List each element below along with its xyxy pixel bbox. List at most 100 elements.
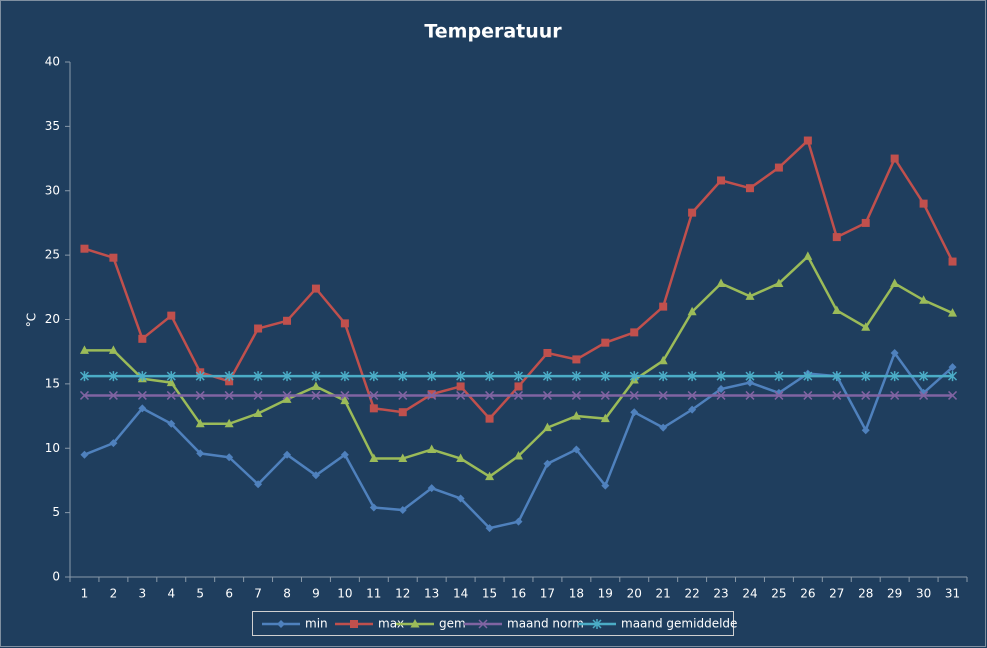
data-point xyxy=(224,418,234,428)
data-point xyxy=(456,382,465,391)
data-point xyxy=(427,484,436,493)
data-point xyxy=(369,404,378,413)
data-point xyxy=(427,390,436,399)
y-axis-label: °C xyxy=(25,313,39,327)
data-point xyxy=(369,453,379,463)
data-point xyxy=(456,453,466,463)
data-point xyxy=(716,390,726,400)
data-point xyxy=(253,408,263,417)
data-point xyxy=(224,390,234,400)
data-point xyxy=(688,405,697,414)
x-tick-label: 2 xyxy=(110,587,118,601)
data-point xyxy=(803,136,812,145)
data-point xyxy=(658,390,668,400)
data-point xyxy=(166,377,176,387)
data-point xyxy=(79,345,89,354)
x-tick-label: 26 xyxy=(800,587,815,601)
data-point xyxy=(659,423,668,432)
data-point xyxy=(745,371,755,382)
data-point xyxy=(254,480,263,489)
chart-title: Temperatuur xyxy=(424,21,562,43)
data-point xyxy=(630,408,639,417)
data-point xyxy=(919,390,929,400)
data-point xyxy=(745,378,754,387)
data-point xyxy=(687,371,697,382)
data-point xyxy=(658,355,668,365)
data-point xyxy=(167,311,176,320)
data-point xyxy=(919,295,929,304)
x-tick-label: 1 xyxy=(81,587,89,601)
data-point xyxy=(80,244,89,253)
data-point xyxy=(80,450,89,459)
data-point xyxy=(716,278,726,287)
y-tick-label: 30 xyxy=(45,183,60,197)
data-point xyxy=(196,449,205,458)
data-point xyxy=(542,371,552,382)
legend-label: maand norm xyxy=(507,617,584,631)
data-point xyxy=(398,390,408,400)
x-tick-label: 18 xyxy=(569,587,584,601)
data-point xyxy=(253,390,263,400)
data-point xyxy=(717,385,726,394)
legend-marker xyxy=(478,619,488,629)
data-point xyxy=(629,390,639,400)
data-point xyxy=(369,371,379,382)
data-point xyxy=(658,371,668,382)
data-point xyxy=(890,371,900,382)
data-point xyxy=(600,413,610,423)
y-tick-label: 35 xyxy=(45,119,60,133)
data-point xyxy=(630,328,639,337)
legend-label: gem xyxy=(439,617,466,631)
x-tick-label: 21 xyxy=(656,587,671,601)
data-point xyxy=(571,390,581,400)
data-point xyxy=(456,371,466,382)
data-point xyxy=(282,371,292,382)
x-tick-label: 10 xyxy=(337,587,352,601)
data-point xyxy=(167,419,176,428)
data-point xyxy=(774,371,784,382)
data-point xyxy=(890,278,900,287)
y-tick-label: 0 xyxy=(52,570,60,584)
y-tick-label: 20 xyxy=(45,312,60,326)
x-tick-label: 13 xyxy=(424,587,439,601)
data-point xyxy=(717,176,726,185)
legend-label: min xyxy=(305,617,328,631)
data-point xyxy=(803,371,813,382)
y-tick-label: 10 xyxy=(45,441,60,455)
data-point xyxy=(572,355,581,364)
data-point xyxy=(948,371,958,382)
data-point xyxy=(601,338,610,347)
x-tick-label: 28 xyxy=(858,587,873,601)
data-point xyxy=(427,390,437,400)
x-tick-label: 27 xyxy=(829,587,844,601)
data-point xyxy=(572,445,581,454)
data-point xyxy=(398,371,408,382)
data-point xyxy=(456,494,465,503)
x-tick-label: 3 xyxy=(139,587,147,601)
data-point xyxy=(513,371,524,382)
x-tick-label: 11 xyxy=(366,587,381,601)
data-point xyxy=(832,371,842,382)
data-point xyxy=(774,163,783,172)
x-tick-label: 23 xyxy=(713,587,728,601)
x-tick-label: 14 xyxy=(453,587,468,601)
data-point xyxy=(427,371,437,382)
y-tick-label: 40 xyxy=(45,55,60,69)
x-tick-label: 19 xyxy=(598,587,613,601)
data-point xyxy=(340,390,350,400)
data-point xyxy=(79,390,89,400)
data-point xyxy=(745,291,755,300)
data-point xyxy=(919,371,929,382)
data-point xyxy=(283,450,292,459)
data-point xyxy=(195,418,205,428)
data-point xyxy=(138,404,147,413)
x-tick-label: 30 xyxy=(916,587,931,601)
x-tick-label: 22 xyxy=(684,587,699,601)
data-point xyxy=(485,390,495,400)
x-tick-label: 25 xyxy=(771,587,786,601)
data-point xyxy=(514,450,523,460)
data-point xyxy=(948,363,957,372)
data-point xyxy=(369,390,379,400)
data-point xyxy=(688,208,697,217)
